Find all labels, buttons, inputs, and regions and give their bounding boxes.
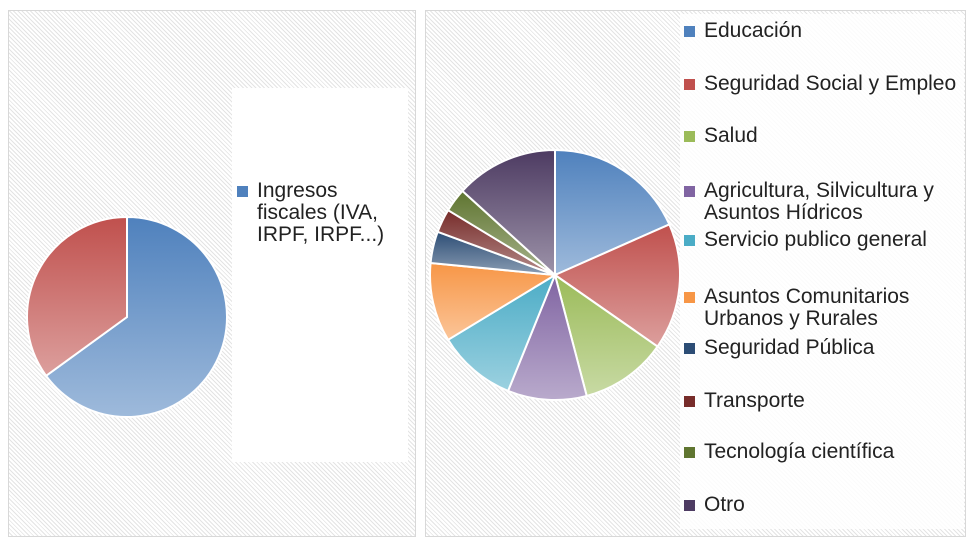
pie-slice bbox=[26, 215, 128, 378]
legend-label: Seguridad Social y Empleo bbox=[704, 72, 957, 95]
legend-item: Servicio publico general bbox=[684, 229, 966, 251]
legend-item: Otro bbox=[684, 494, 966, 516]
legend-label: Otro bbox=[704, 493, 745, 516]
pie-slice bbox=[461, 148, 556, 278]
legend-label: Transporte bbox=[704, 389, 805, 412]
legend-item: Tecnología científica bbox=[684, 441, 966, 463]
legend-swatch bbox=[684, 26, 695, 37]
legend-swatch bbox=[684, 235, 695, 246]
legend-swatch bbox=[684, 396, 695, 407]
legend-swatch bbox=[684, 292, 695, 303]
legend-swatch bbox=[684, 500, 695, 511]
pie-slice bbox=[429, 261, 559, 342]
legend-label: Agricultura, Silvicultura y Asuntos Hídr… bbox=[704, 179, 934, 224]
legend-item: Seguridad Pública bbox=[684, 337, 966, 359]
legend-label: Asuntos Comunitarios Urbanos y Rurales bbox=[704, 285, 910, 330]
legend-item: Transporte bbox=[684, 390, 966, 412]
legend-swatch bbox=[684, 447, 695, 458]
legend-label: Servicio publico general bbox=[704, 228, 927, 251]
legend-label: Ingresos fiscales (IVA, IRPF, IRPF...) bbox=[257, 179, 385, 246]
legend-label: Educación bbox=[704, 19, 803, 42]
legend-swatch bbox=[684, 186, 695, 197]
pie-slice bbox=[554, 148, 671, 277]
legend-swatch bbox=[237, 186, 248, 197]
legend-label: Tecnología científica bbox=[704, 440, 895, 463]
legend-item: Asuntos Comunitarios Urbanos y Rurales bbox=[684, 286, 966, 330]
pie-slice bbox=[506, 271, 588, 401]
legend-item: Ingresos fiscales (IVA, IRPF, IRPF...) bbox=[237, 180, 407, 246]
legend-box bbox=[680, 14, 964, 529]
legend-item: Salud bbox=[684, 125, 966, 147]
legend-item: Agricultura, Silvicultura y Asuntos Hídr… bbox=[684, 180, 966, 224]
legend-item: Educación bbox=[684, 20, 966, 42]
legend-label: Salud bbox=[704, 124, 758, 147]
legend-label: Seguridad Pública bbox=[704, 336, 875, 359]
pie-slice bbox=[446, 272, 558, 393]
pie-slice bbox=[553, 272, 659, 398]
legend-swatch bbox=[684, 343, 695, 354]
legend-box bbox=[232, 88, 408, 462]
legend-swatch bbox=[684, 131, 695, 142]
legend-swatch bbox=[684, 79, 695, 90]
pie-slice bbox=[44, 215, 228, 418]
legend-item: Seguridad Social y Empleo bbox=[684, 73, 966, 95]
pie-slice bbox=[552, 223, 681, 348]
